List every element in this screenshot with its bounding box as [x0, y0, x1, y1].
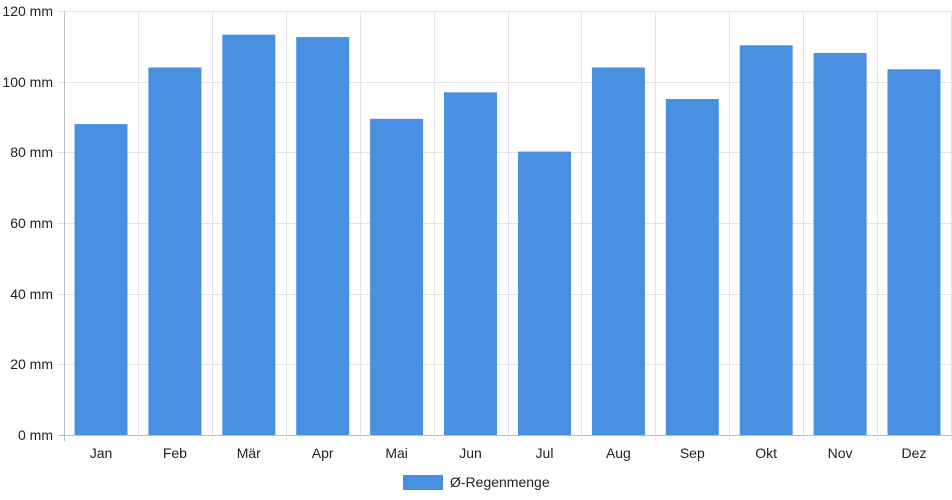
bar	[591, 67, 645, 435]
y-tick-label: 40 mm	[10, 286, 53, 302]
x-tick-label: Sep	[680, 445, 705, 461]
x-tick-label: Dez	[902, 445, 927, 461]
y-tick-label: 0 mm	[18, 427, 53, 443]
x-tick-label: Mär	[237, 445, 261, 461]
x-tick-label: Apr	[312, 445, 334, 461]
x-tick-label: Okt	[755, 445, 777, 461]
bar	[665, 99, 719, 435]
bar	[518, 151, 571, 435]
x-tick-label: Mai	[385, 445, 408, 461]
grid-lines	[58, 11, 952, 441]
bar	[813, 53, 867, 435]
bar	[222, 34, 276, 435]
x-tick-label: Jan	[90, 445, 113, 461]
bar	[148, 67, 202, 435]
x-tick-label: Nov	[828, 445, 853, 461]
bar	[74, 124, 128, 435]
legend-label[interactable]: Ø-Regenmenge	[450, 474, 550, 490]
legend[interactable]: Ø-Regenmenge	[403, 474, 550, 490]
x-tick-label: Jun	[459, 445, 482, 461]
x-tick-label: Jul	[536, 445, 554, 461]
y-tick-label: 120 mm	[2, 3, 53, 19]
bar	[370, 118, 424, 436]
bar	[739, 45, 793, 436]
bar	[296, 37, 350, 435]
y-tick-label: 100 mm	[2, 74, 53, 90]
y-tick-label: 80 mm	[10, 144, 53, 160]
bar	[444, 92, 497, 436]
x-tick-labels: Jan Feb Mär Apr Mai Jun Jul Aug Sep Okt Nov Dez	[90, 445, 927, 461]
y-tick-label: 60 mm	[10, 215, 53, 231]
legend-swatch[interactable]	[403, 475, 443, 490]
y-tick-labels: 0 mm 20 mm 40 mm 60 mm 80 mm 100 mm 120 mm	[2, 3, 53, 443]
x-tick-label: Aug	[606, 445, 631, 461]
y-tick-label: 20 mm	[10, 356, 53, 372]
x-tick-label: Feb	[163, 445, 187, 461]
bar	[887, 69, 941, 436]
bars	[74, 34, 941, 436]
